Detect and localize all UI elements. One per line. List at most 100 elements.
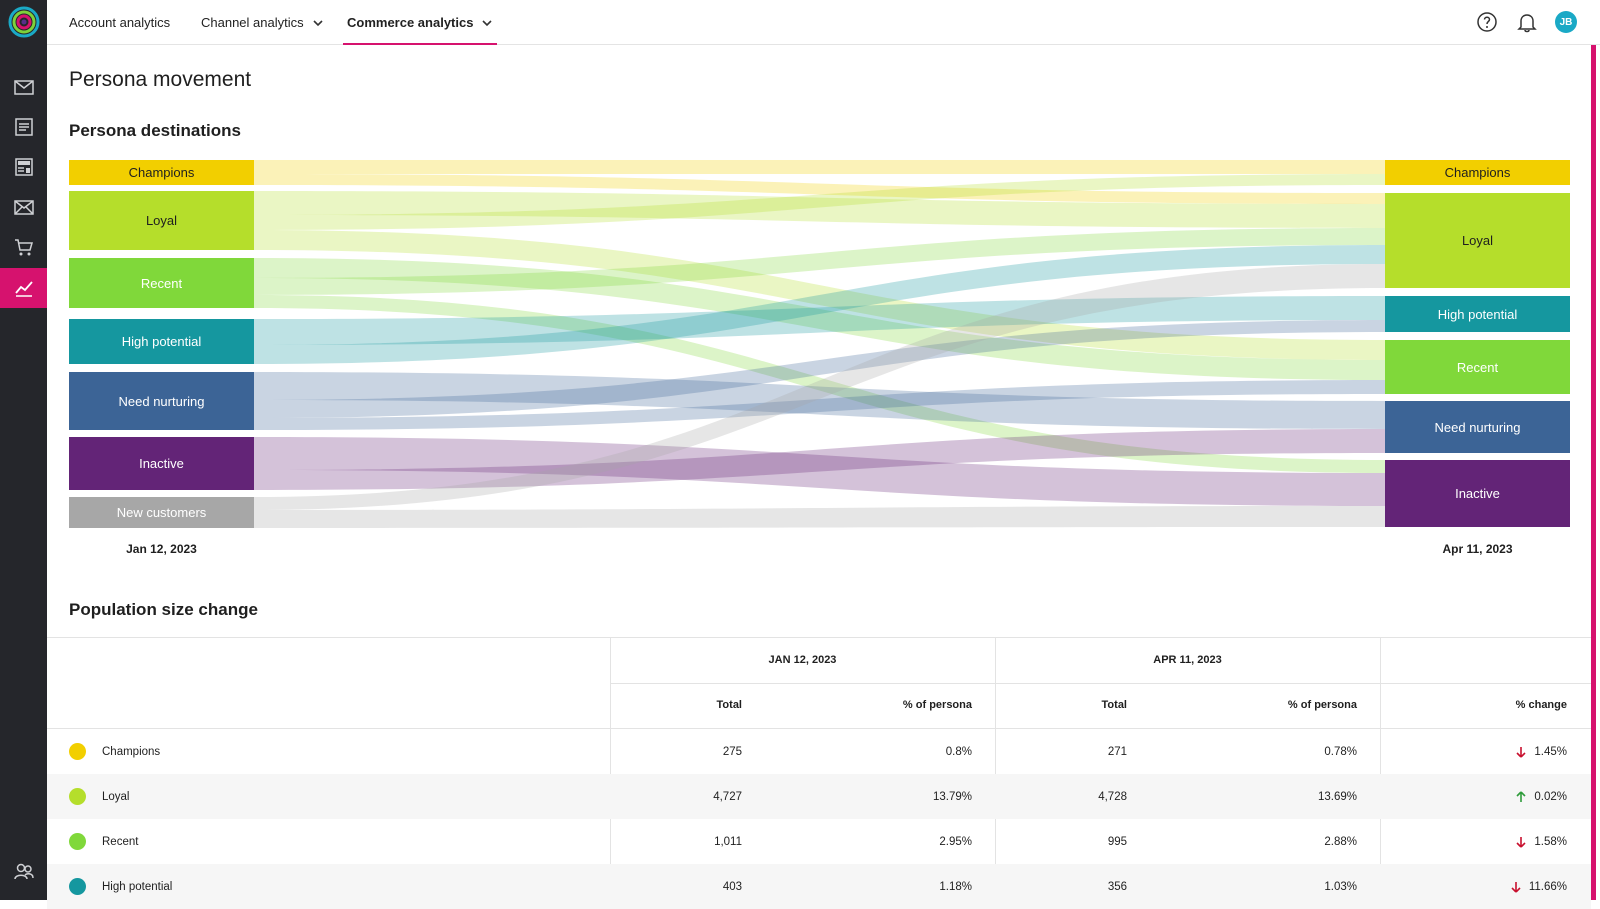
right-node-high-potential[interactable]: High potential bbox=[1385, 296, 1570, 332]
node-label: Loyal bbox=[1461, 233, 1494, 248]
cell-change: 11.66% bbox=[1528, 880, 1567, 893]
table-row[interactable]: Recent 1,011 2.95% 995 2.88% 1.58% bbox=[47, 819, 1591, 864]
section-title-destinations: Persona destinations bbox=[69, 121, 241, 140]
flow-need-nurturing-to-high-potential[interactable] bbox=[254, 320, 1385, 418]
sidebar-item-analytics[interactable] bbox=[0, 268, 47, 308]
cell-name: Recent bbox=[102, 835, 139, 848]
sidebar-item-commerce[interactable] bbox=[0, 227, 47, 267]
left-node-champions[interactable]: Champions bbox=[69, 160, 254, 185]
tab-channel-analytics[interactable]: Channel analytics bbox=[201, 0, 324, 45]
cell-t2: 4,728 bbox=[1098, 790, 1127, 803]
tab-account-analytics[interactable]: Account analytics bbox=[69, 0, 170, 45]
flow-champions-to-champions[interactable] bbox=[254, 160, 1385, 174]
right-node-inactive[interactable]: Inactive bbox=[1385, 460, 1570, 527]
left-node-new-customers[interactable]: New customers bbox=[69, 497, 254, 528]
node-label: New customers bbox=[116, 505, 207, 520]
cell-t2: 271 bbox=[1107, 745, 1127, 758]
sankey-flows bbox=[254, 160, 1385, 528]
sidebar bbox=[0, 0, 47, 900]
cell-t2: 995 bbox=[1107, 835, 1127, 848]
flow-need-nurturing-to-recent[interactable] bbox=[254, 380, 1385, 430]
left-date-label: Jan 12, 2023 bbox=[126, 542, 197, 556]
flow-need-nurturing-to-need-nurturing[interactable] bbox=[254, 372, 1385, 429]
left-node-need-nurturing[interactable]: Need nurturing bbox=[69, 372, 254, 430]
tab-commerce-analytics[interactable]: Commerce analytics bbox=[342, 0, 498, 45]
cell-p2: 1.03% bbox=[1324, 880, 1357, 893]
cell-p1: 0.8% bbox=[945, 745, 972, 758]
population-table: JAN 12, 2023 APR 11, 2023 Total % of per… bbox=[47, 637, 1591, 909]
left-node-loyal[interactable]: Loyal bbox=[69, 191, 254, 250]
cart-icon bbox=[14, 239, 33, 256]
col-header-pct-2: % of persona bbox=[1287, 699, 1357, 711]
table-row[interactable]: High potential 403 1.18% 356 1.03% 11.66% bbox=[47, 864, 1591, 909]
sidebar-item-reports[interactable] bbox=[0, 107, 47, 147]
cell-p1: 13.79% bbox=[932, 790, 972, 803]
persona-color-dot bbox=[69, 788, 86, 805]
right-node-champions[interactable]: Champions bbox=[1385, 160, 1570, 185]
cell-name: Champions bbox=[102, 745, 161, 758]
cell-name: High potential bbox=[102, 880, 173, 893]
group-header-apr: APR 11, 2023 bbox=[1153, 654, 1222, 666]
arrow-down-icon bbox=[1516, 836, 1526, 848]
node-label: High potential bbox=[1437, 306, 1518, 322]
cell-change: 1.45% bbox=[1534, 745, 1567, 758]
flow-recent-to-inactive[interactable] bbox=[254, 295, 1385, 473]
table-row[interactable]: Loyal 4,727 13.79% 4,728 13.69% 0.02% bbox=[47, 774, 1591, 819]
flow-new-customers-to-loyal[interactable] bbox=[254, 264, 1385, 510]
node-label: Inactive bbox=[1455, 486, 1500, 501]
flow-recent-to-loyal[interactable] bbox=[254, 228, 1385, 295]
flow-loyal-to-loyal[interactable] bbox=[254, 191, 1385, 228]
bell-icon[interactable] bbox=[1516, 11, 1538, 33]
form-icon bbox=[14, 158, 33, 176]
left-node-inactive[interactable]: Inactive bbox=[69, 437, 254, 490]
cell-t1: 403 bbox=[722, 880, 742, 893]
cell-p2: 2.88% bbox=[1324, 835, 1357, 848]
chart-line-icon bbox=[14, 281, 33, 297]
sidebar-item-email[interactable] bbox=[0, 67, 47, 107]
chevron-down-icon bbox=[313, 19, 323, 26]
sidebar-item-campaigns[interactable] bbox=[0, 187, 47, 227]
sidebar-item-forms[interactable] bbox=[0, 147, 47, 187]
col-header-total-2: Total bbox=[1101, 699, 1127, 711]
sidebar-item-audience[interactable] bbox=[0, 851, 47, 891]
top-navigation: Account analytics Channel analytics Comm… bbox=[47, 0, 1600, 45]
app-logo[interactable] bbox=[8, 6, 40, 38]
help-icon[interactable] bbox=[1476, 11, 1498, 33]
section-title-population: Population size change bbox=[69, 600, 258, 619]
flow-inactive-to-inactive[interactable] bbox=[254, 437, 1385, 506]
table-row[interactable]: Champions 275 0.8% 271 0.78% 1.45% bbox=[47, 729, 1591, 774]
node-label: Champions bbox=[128, 165, 195, 180]
col-header-pct-1: % of persona bbox=[902, 699, 972, 711]
col-header-total-1: Total bbox=[716, 699, 742, 711]
flow-high-potential-to-loyal[interactable] bbox=[254, 245, 1385, 364]
flow-champions-to-loyal[interactable] bbox=[254, 174, 1385, 204]
flow-high-potential-to-high-potential[interactable] bbox=[254, 296, 1385, 345]
persona-color-dot bbox=[69, 878, 86, 895]
flow-inactive-to-need-nurturing[interactable] bbox=[254, 429, 1385, 490]
page-title: Persona movement bbox=[69, 68, 252, 91]
people-icon bbox=[13, 863, 34, 880]
flow-loyal-to-champions[interactable] bbox=[254, 174, 1385, 230]
envelope-icon bbox=[13, 80, 34, 95]
right-node-recent[interactable]: Recent bbox=[1385, 340, 1570, 394]
right-date-label: Apr 11, 2023 bbox=[1442, 542, 1513, 556]
right-node-need-nurturing[interactable]: Need nurturing bbox=[1385, 401, 1570, 453]
cell-t1: 4,727 bbox=[713, 790, 742, 803]
flow-recent-to-recent[interactable] bbox=[254, 258, 1385, 380]
left-node-recent[interactable]: Recent bbox=[69, 258, 254, 308]
node-label: Recent bbox=[140, 275, 183, 291]
accent-scroll-bar bbox=[1591, 45, 1596, 900]
node-label: Need nurturing bbox=[118, 393, 205, 409]
user-avatar[interactable]: JB bbox=[1555, 11, 1577, 33]
flow-loyal-to-recent[interactable] bbox=[254, 230, 1385, 360]
cell-p1: 1.18% bbox=[939, 880, 972, 893]
left-node-high-potential[interactable]: High potential bbox=[69, 319, 254, 364]
node-label: Recent bbox=[1456, 359, 1499, 375]
mail-template-icon bbox=[13, 200, 34, 215]
cell-p2: 0.78% bbox=[1324, 745, 1357, 758]
right-node-loyal[interactable]: Loyal bbox=[1385, 193, 1570, 288]
cell-p2: 13.69% bbox=[1317, 790, 1357, 803]
cell-t1: 275 bbox=[722, 745, 742, 758]
cell-name: Loyal bbox=[102, 790, 130, 803]
flow-new-customers-to-inactive[interactable] bbox=[254, 506, 1385, 528]
